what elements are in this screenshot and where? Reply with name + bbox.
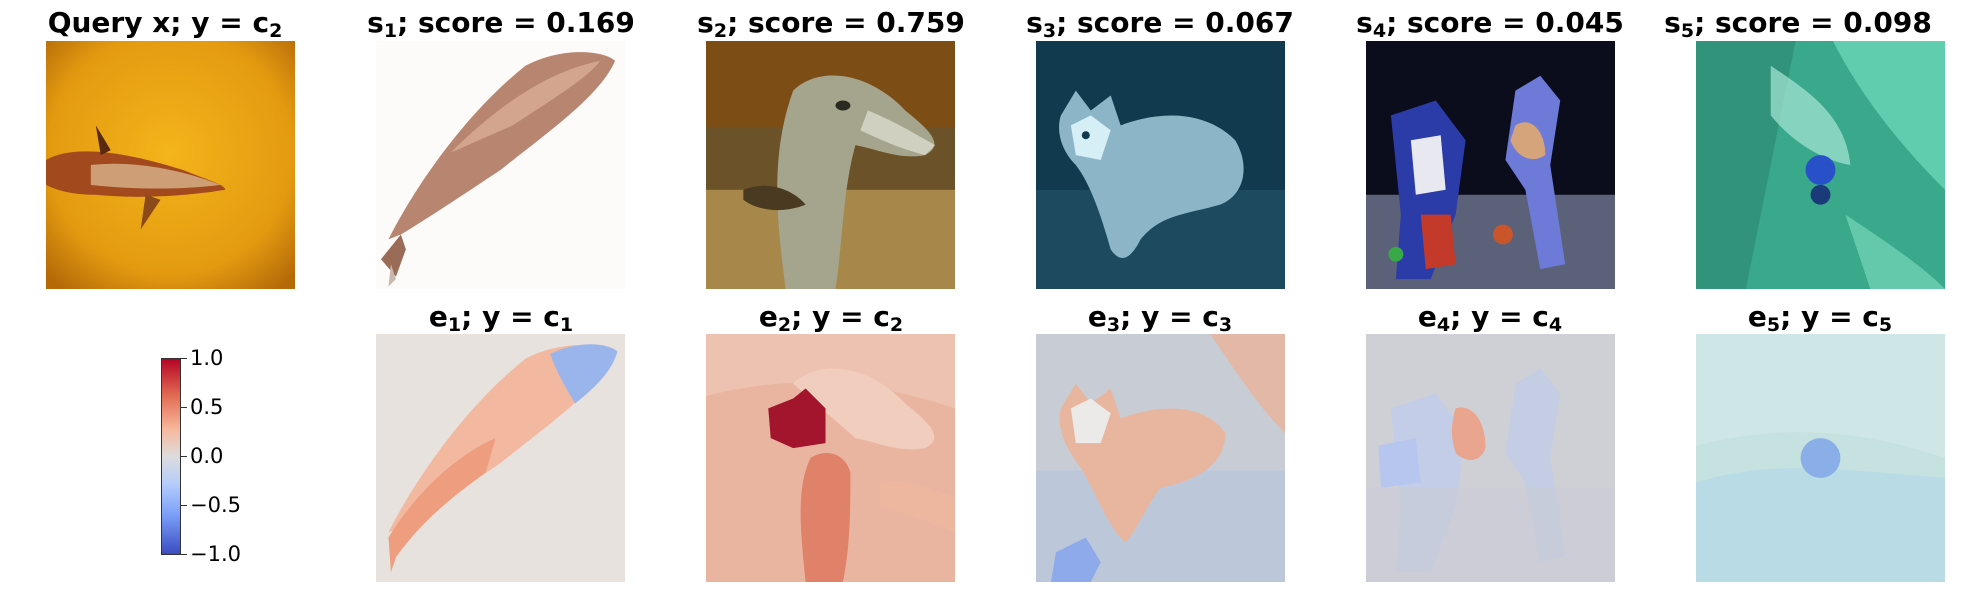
colorbar-tick: [181, 358, 187, 359]
s5-image: [1696, 41, 1945, 289]
e1-title: e1; y = c1: [428, 300, 574, 336]
s5-title: s5; score = 0.098: [1664, 6, 1932, 42]
e4-map: [1366, 334, 1615, 582]
colorbar-tick: [181, 456, 187, 457]
s2-image: [706, 41, 955, 289]
e4-title: e4; y = c4: [1417, 300, 1563, 336]
e2-title: e2; y = c2: [758, 300, 904, 336]
s1-image: [376, 41, 625, 289]
s4-title: s4; score = 0.045: [1356, 6, 1624, 42]
colorbar-tick-label: 1.0: [190, 346, 224, 370]
colorbar-tick-label: −1.0: [190, 542, 241, 566]
colorbar-tick: [181, 505, 187, 506]
e5-map: [1696, 334, 1945, 582]
e2-map: [706, 334, 955, 582]
s3-image: [1036, 41, 1285, 289]
e3-title: e3; y = c3: [1087, 300, 1233, 336]
colorbar: [161, 358, 181, 555]
s3-title: s3; score = 0.067: [1026, 6, 1294, 42]
s1-title: s1; score = 0.169: [367, 6, 635, 42]
e3-map: [1036, 334, 1285, 582]
s4-image: [1366, 41, 1615, 289]
query-image: [46, 41, 295, 289]
colorbar-tick-label: 0.0: [190, 444, 224, 468]
s2-title: s2; score = 0.759: [697, 6, 965, 42]
e1-map: [376, 334, 625, 582]
e5-title: e5; y = c5: [1747, 300, 1893, 336]
colorbar-tick: [181, 407, 187, 408]
colorbar-tick: [181, 554, 187, 555]
colorbar-tick-label: 0.5: [190, 395, 224, 419]
colorbar-tick-label: −0.5: [190, 493, 241, 517]
query-title: Query x; y = c2: [47, 6, 283, 42]
